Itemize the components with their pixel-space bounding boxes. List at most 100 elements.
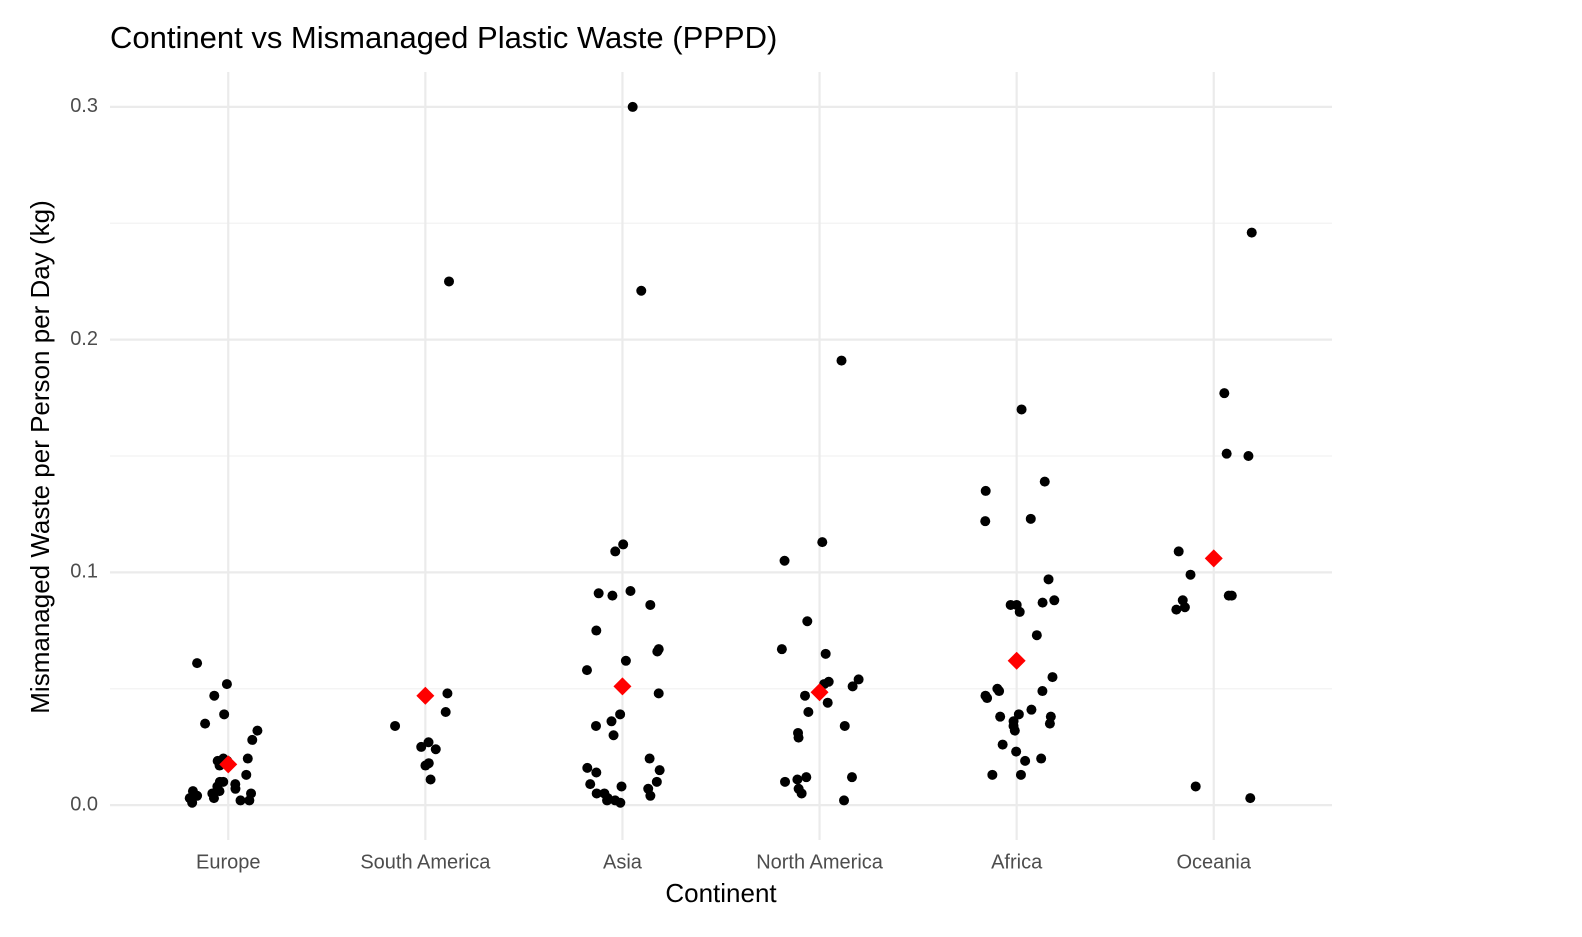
data-point <box>1221 448 1232 459</box>
x-tick-label: South America <box>360 851 491 873</box>
data-point <box>616 781 627 792</box>
data-point <box>440 707 451 717</box>
data-point <box>1043 574 1054 585</box>
data-point <box>1173 546 1184 557</box>
data-point <box>608 730 619 741</box>
data-point <box>1013 709 1024 720</box>
data-point <box>582 762 593 773</box>
data-point <box>581 665 592 676</box>
data-point <box>652 646 663 657</box>
data-point <box>221 679 232 690</box>
data-point <box>1185 569 1196 580</box>
data-point <box>1015 769 1026 780</box>
data-point <box>625 585 636 596</box>
data-point <box>247 734 258 745</box>
data-point <box>593 588 604 599</box>
data-point <box>610 546 621 557</box>
data-point <box>820 648 831 659</box>
data-point <box>800 690 811 701</box>
data-point <box>1009 725 1020 736</box>
x-tick-label: Oceania <box>1176 851 1251 873</box>
data-point <box>802 616 813 627</box>
data-point <box>591 625 602 636</box>
data-point <box>602 795 613 806</box>
data-point <box>846 772 857 783</box>
data-point <box>607 590 618 601</box>
y-tick-label: 0.3 <box>70 95 98 117</box>
data-point <box>1246 227 1257 238</box>
data-point <box>1226 590 1237 601</box>
data-point <box>1025 513 1036 524</box>
data-point <box>653 688 664 699</box>
data-point <box>980 485 991 496</box>
data-point <box>1047 672 1058 683</box>
x-axis-label: Continent <box>665 878 777 908</box>
data-point <box>822 697 833 708</box>
data-point <box>995 711 1006 722</box>
data-point <box>208 793 219 804</box>
data-point <box>615 709 626 720</box>
data-point <box>847 681 858 692</box>
data-point <box>836 355 847 366</box>
data-point <box>591 788 602 799</box>
data-point <box>241 769 252 780</box>
data-point <box>252 725 263 736</box>
y-axis-label: Mismanaged Waste per Person per Day (kg) <box>25 200 55 713</box>
data-point <box>1219 388 1230 399</box>
data-point <box>801 772 812 783</box>
data-point <box>1005 599 1016 610</box>
data-point <box>1039 476 1050 487</box>
data-point <box>776 644 787 655</box>
data-point <box>1243 451 1254 461</box>
data-point <box>230 783 241 794</box>
data-point <box>242 753 253 764</box>
plot-layer <box>110 72 1332 840</box>
data-point <box>839 795 850 806</box>
data-point <box>1044 718 1055 729</box>
data-point <box>1031 630 1042 641</box>
data-point <box>779 555 790 566</box>
data-point <box>1037 597 1048 608</box>
data-point <box>618 539 629 550</box>
data-point <box>627 101 638 112</box>
y-tick-label: 0.1 <box>70 561 98 583</box>
data-point <box>1037 686 1048 697</box>
data-point <box>615 797 626 808</box>
data-point <box>606 716 617 727</box>
data-point <box>1245 793 1256 804</box>
data-point <box>654 765 665 776</box>
data-point <box>980 516 991 527</box>
data-point <box>1171 604 1182 615</box>
mean-marker <box>613 677 632 696</box>
data-point <box>444 276 455 287</box>
data-point <box>1036 753 1047 764</box>
data-point <box>1016 404 1027 415</box>
data-point <box>1179 602 1190 613</box>
data-point <box>219 709 230 720</box>
data-point <box>803 707 814 717</box>
data-point <box>1011 746 1022 757</box>
data-point <box>982 693 993 704</box>
data-point <box>1020 755 1031 766</box>
data-point <box>780 776 791 787</box>
data-point <box>651 776 662 787</box>
x-tick-label: Europe <box>196 851 261 873</box>
data-point <box>817 537 828 548</box>
data-point <box>1049 595 1060 606</box>
data-point <box>423 737 434 748</box>
mean-marker <box>219 755 238 774</box>
data-point <box>645 599 656 610</box>
mean-marker <box>810 683 829 702</box>
data-point <box>200 718 211 729</box>
data-point <box>644 753 655 764</box>
data-point <box>192 658 203 669</box>
chart-title: Continent vs Mismanaged Plastic Waste (P… <box>110 20 777 55</box>
data-point <box>209 690 220 701</box>
mean-marker <box>416 686 435 705</box>
data-point <box>793 732 804 743</box>
data-point <box>590 720 601 731</box>
data-point <box>390 720 401 731</box>
data-point <box>425 774 436 785</box>
x-tick-label: North America <box>756 851 884 873</box>
